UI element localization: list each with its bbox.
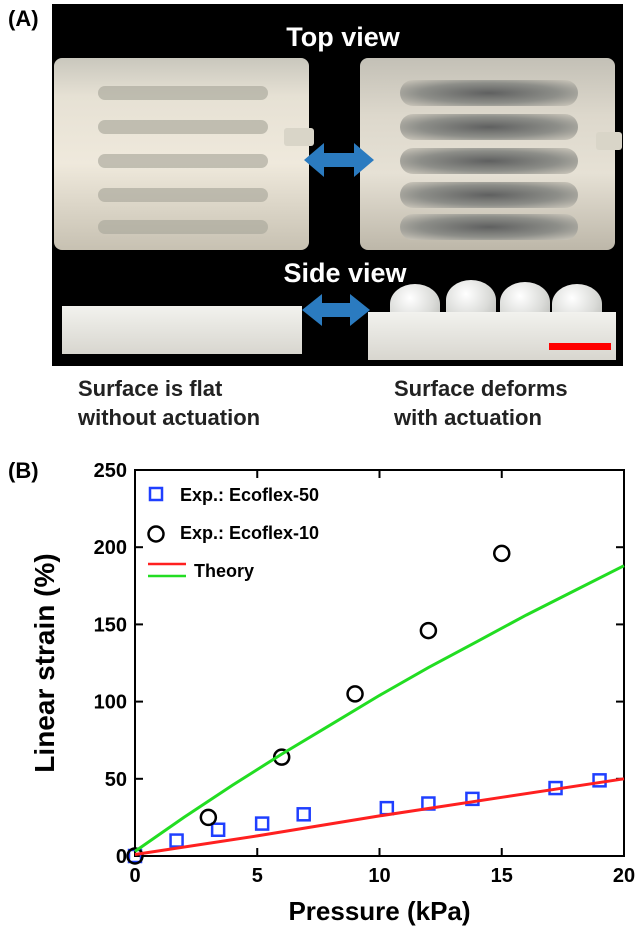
- caption-left-line-1: Surface is flat: [78, 376, 223, 401]
- double-arrow-icon: [304, 143, 374, 177]
- top-view-title: Top view: [286, 22, 400, 52]
- theory-line: [134, 564, 625, 853]
- theory-line: [134, 777, 625, 856]
- x-tick-label: 15: [491, 865, 513, 887]
- double-arrow-icon: [302, 294, 370, 326]
- unactuated-pad-top: [54, 58, 309, 250]
- caption-right: Surface deforms with actuation: [394, 374, 568, 432]
- panel-a-label: (A): [8, 6, 39, 31]
- legend-label: Exp.: Ecoflex-50: [180, 485, 319, 505]
- legend-circle-icon: [147, 525, 165, 543]
- data-point-square: [210, 822, 226, 838]
- panel-b-label: (B): [8, 458, 39, 483]
- unactuated-side-strip: [62, 306, 302, 354]
- caption-right-line-2: with actuation: [394, 405, 542, 430]
- inlet-tube-left: [284, 128, 314, 146]
- data-point-square: [465, 791, 480, 807]
- caption-left-line-2: without actuation: [78, 405, 261, 430]
- x-tick-label: 10: [368, 865, 390, 887]
- x-tick-label: 0: [129, 865, 140, 887]
- caption-right-line-1: Surface deforms: [394, 376, 568, 401]
- data-point-circle: [126, 847, 144, 865]
- actuated-side-strip: [368, 312, 616, 360]
- legend-label: Exp.: Ecoflex-10: [180, 523, 319, 543]
- inlet-tube-right: [596, 132, 622, 150]
- y-axis-label: Linear strain (%): [29, 553, 60, 772]
- y-tick-label: 150: [94, 614, 127, 636]
- legend-square-icon: [148, 486, 164, 502]
- data-point-circle: [493, 544, 511, 563]
- actuated-pad-top: [360, 58, 615, 250]
- caption-left: Surface is flat without actuation: [78, 374, 260, 432]
- legend-label: Theory: [194, 561, 254, 581]
- y-tick-label: 200: [94, 537, 127, 559]
- data-point-square: [169, 833, 184, 848]
- x-tick-label: 5: [252, 865, 263, 887]
- data-point-circle: [346, 685, 364, 703]
- y-tick-label: 250: [94, 460, 127, 482]
- data-point-circle: [419, 621, 438, 640]
- data-point-square: [379, 800, 395, 816]
- scale-bar: [549, 343, 611, 350]
- y-tick-label: 0: [116, 846, 127, 868]
- data-point-square: [296, 807, 311, 822]
- x-tick-label: 20: [613, 865, 635, 887]
- data-point-circle: [199, 808, 218, 827]
- data-point-square: [254, 816, 270, 831]
- y-tick-label: 50: [105, 769, 127, 791]
- x-axis-label: Pressure (kPa): [288, 896, 470, 926]
- side-view-title: Side view: [283, 258, 407, 288]
- y-tick-label: 100: [94, 692, 127, 714]
